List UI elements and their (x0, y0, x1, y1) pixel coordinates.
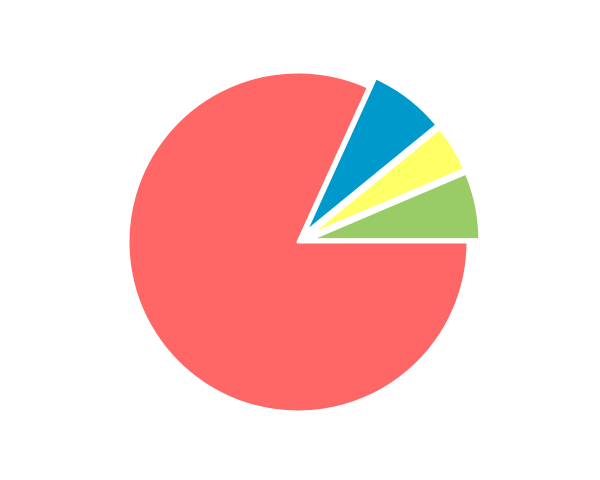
pie-slice-3 (306, 126, 467, 238)
pie-slice-4 (308, 171, 482, 242)
pie-slice-1 (126, 70, 470, 414)
pie-slice-2 (303, 76, 439, 234)
